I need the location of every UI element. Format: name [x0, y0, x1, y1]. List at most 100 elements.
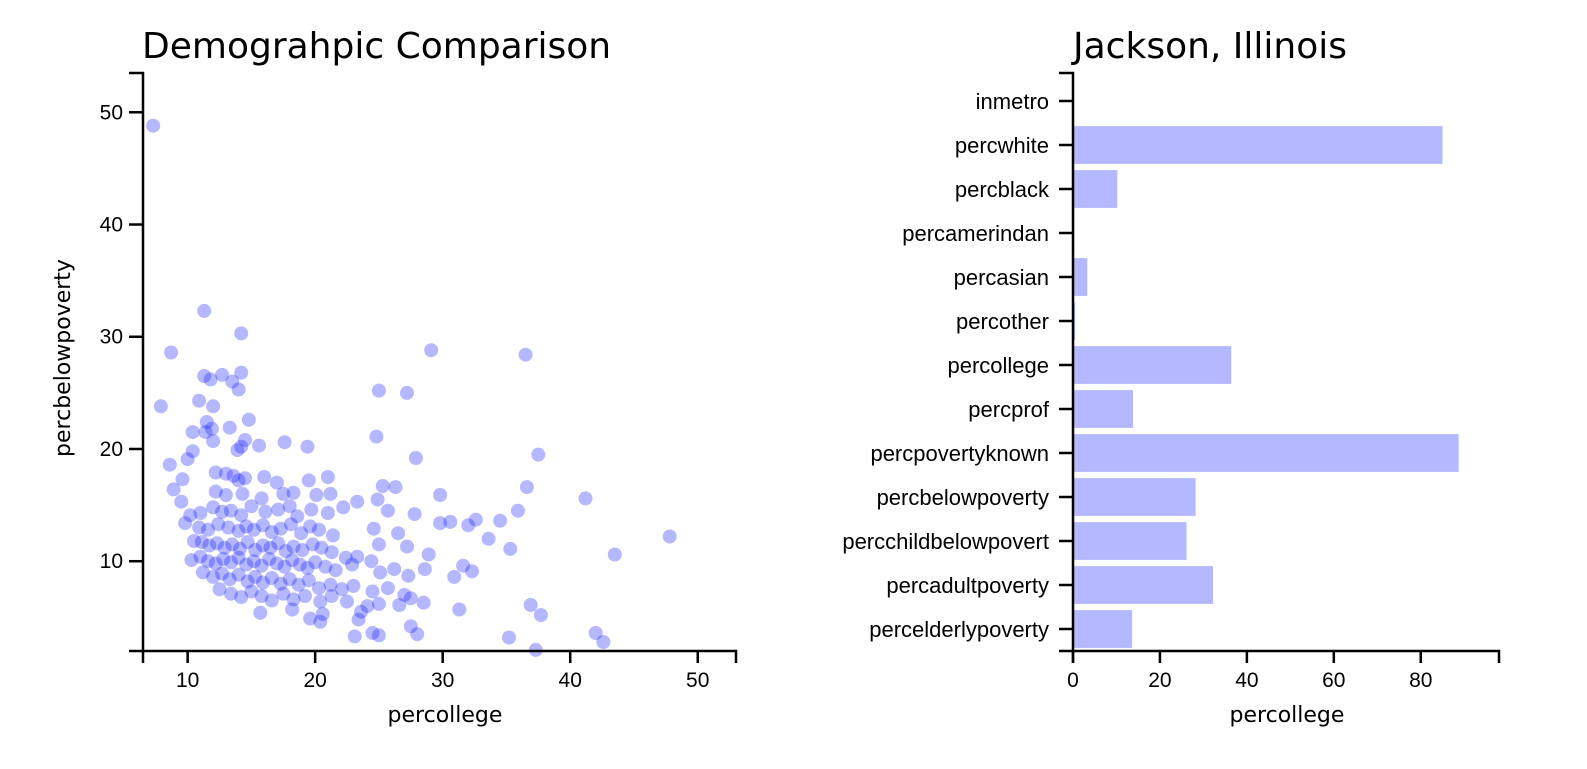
scatter-point: [201, 522, 215, 537]
bar-x-axis-line: [1071, 649, 1501, 663]
scatter-point: [195, 565, 210, 580]
scatter-point: [166, 482, 181, 497]
scatter-point: [410, 627, 425, 642]
scatter-point: [588, 626, 603, 640]
scatter-point: [193, 549, 208, 564]
bar-category-label: percpovertyknown: [870, 441, 1049, 466]
bar-bars: [1074, 126, 1459, 648]
scatter-point: [239, 519, 254, 534]
scatter-point: [292, 557, 307, 572]
scatter-x-tick-label: 10: [176, 669, 199, 692]
scatter-point: [301, 573, 316, 588]
bar-category-label: percchildbelowpovert: [842, 529, 1049, 554]
scatter-point: [328, 563, 343, 578]
scatter-point: [304, 502, 319, 517]
scatter-point: [371, 383, 386, 398]
scatter-point: [375, 479, 390, 493]
scatter-point: [392, 598, 407, 612]
scatter-point: [282, 572, 297, 587]
scatter-point: [380, 503, 395, 518]
scatter-point: [218, 488, 233, 502]
scatter-point: [184, 553, 199, 568]
scatter-point: [290, 509, 305, 524]
bar-category-label: percollege: [947, 353, 1049, 378]
scatter-point: [397, 587, 412, 602]
scatter-point: [481, 531, 496, 546]
scatter-point: [300, 560, 315, 575]
bar-x-tick-label: 80: [1409, 669, 1432, 692]
bar-percprof: [1074, 390, 1133, 428]
scatter-point: [324, 545, 339, 560]
scatter-point: [238, 433, 252, 447]
scatter-point: [277, 435, 292, 450]
scatter-point: [401, 568, 416, 583]
scatter-point: [465, 564, 479, 579]
scatter-point: [215, 504, 230, 519]
scatter-y-tick-label: 10: [100, 550, 123, 573]
scatter-y-tick-label: 20: [100, 438, 123, 461]
scatter-point: [346, 578, 361, 593]
scatter-point: [273, 521, 288, 536]
scatter-point: [336, 500, 351, 515]
scatter-point: [226, 468, 241, 483]
bar-percasian: [1074, 258, 1088, 296]
scatter-point: [366, 521, 381, 536]
scatter-point: [258, 504, 273, 519]
scatter-point: [447, 569, 462, 584]
scatter-point: [224, 586, 238, 601]
bar-axes: inmetro percwhite percblack percamerindan pe…: [842, 71, 1501, 692]
scatter-y-tick-label: 30: [100, 326, 123, 349]
scatter-point: [285, 602, 300, 617]
scatter-point: [255, 538, 270, 553]
scatter-point: [408, 451, 423, 465]
scatter-point: [246, 554, 261, 569]
scatter-point: [222, 420, 237, 435]
scatter-point: [239, 557, 254, 572]
scatter-point: [208, 484, 223, 499]
scatter-point: [199, 415, 214, 429]
scatter-point: [222, 572, 237, 587]
scatter-point: [403, 591, 418, 606]
bar-y-axis-line: [1059, 71, 1075, 653]
scatter-point: [221, 520, 236, 535]
scatter-point: [452, 602, 467, 617]
scatter-point: [365, 584, 380, 599]
scatter-chart: Demograhpic Comparison 10 20 30 40 50 10 20 30 4…: [51, 26, 738, 728]
scatter-point: [178, 516, 193, 531]
scatter-point: [201, 554, 215, 569]
scatter-point: [424, 343, 439, 358]
scatter-point: [193, 506, 208, 520]
bar-percblack: [1074, 170, 1118, 208]
scatter-axes: 10 20 30 40 50 10 20 30 40 50: [100, 71, 738, 692]
scatter-point: [350, 494, 365, 509]
scatter-point: [264, 525, 279, 539]
scatter-point: [350, 549, 365, 564]
scatter-point: [192, 393, 207, 408]
scatter-point: [318, 559, 333, 574]
scatter-point: [252, 438, 266, 453]
scatter-point: [364, 554, 379, 569]
scatter-point: [234, 365, 249, 380]
bar-x-tick-label: 60: [1322, 669, 1345, 692]
scatter-point: [194, 535, 209, 550]
scatter-point: [248, 543, 263, 557]
scatter-point: [662, 529, 677, 544]
bar-chart: Jackson, Illinois inmetro percwhite percbl…: [842, 26, 1501, 728]
bar-category-label: inmetro: [976, 89, 1049, 114]
scatter-point: [607, 547, 622, 562]
scatter-point: [323, 486, 338, 501]
scatter-point: [300, 439, 315, 454]
scatter-point: [407, 507, 422, 522]
scatter-x-axis-line: [141, 649, 738, 663]
scatter-point: [400, 385, 414, 400]
scatter-point: [234, 439, 249, 454]
scatter-point: [234, 326, 249, 341]
bar-percwhite: [1074, 126, 1443, 164]
scatter-point: [206, 500, 221, 515]
bar-category-label: percelderlypoverty: [869, 617, 1049, 642]
scatter-point: [283, 517, 298, 532]
scatter-point: [231, 382, 246, 397]
scatter-point: [248, 569, 263, 584]
bar-percpovertyknown: [1074, 434, 1459, 472]
